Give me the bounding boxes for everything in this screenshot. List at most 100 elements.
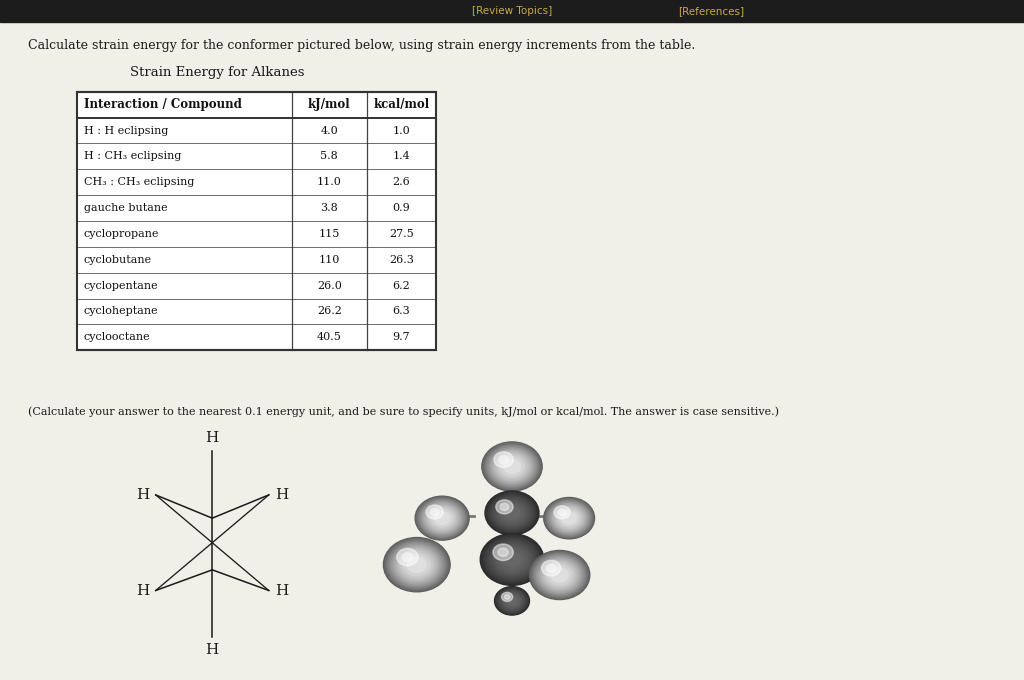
Circle shape [430, 509, 439, 515]
Circle shape [499, 590, 525, 612]
Circle shape [480, 534, 544, 585]
Text: cyclooctane: cyclooctane [84, 333, 151, 342]
Circle shape [540, 559, 580, 591]
Text: kJ/mol: kJ/mol [308, 98, 350, 112]
Text: gauche butane: gauche butane [84, 203, 168, 213]
Circle shape [434, 512, 450, 524]
Circle shape [551, 504, 587, 532]
Circle shape [393, 545, 440, 584]
Circle shape [503, 552, 521, 567]
Circle shape [426, 505, 443, 519]
Circle shape [482, 442, 542, 491]
Circle shape [485, 445, 539, 488]
Text: 11.0: 11.0 [316, 177, 342, 187]
Text: 9.7: 9.7 [392, 333, 411, 342]
Circle shape [486, 492, 538, 534]
Circle shape [388, 541, 445, 588]
Circle shape [383, 537, 451, 592]
Text: H: H [136, 583, 150, 598]
Text: 6.2: 6.2 [392, 281, 411, 290]
Circle shape [546, 499, 592, 537]
Text: cyclopropane: cyclopropane [84, 229, 160, 239]
Circle shape [547, 564, 556, 572]
Circle shape [503, 460, 521, 473]
Text: [Review Topics]: [Review Topics] [472, 6, 552, 16]
Circle shape [504, 507, 520, 520]
Circle shape [539, 558, 581, 592]
Circle shape [497, 454, 527, 479]
Circle shape [545, 498, 594, 538]
Text: H: H [206, 643, 219, 658]
Circle shape [562, 512, 577, 524]
Circle shape [500, 503, 509, 511]
Circle shape [529, 551, 590, 600]
Circle shape [502, 592, 513, 601]
Text: 2.6: 2.6 [392, 177, 411, 187]
Text: [References]: [References] [679, 6, 744, 16]
Circle shape [550, 503, 589, 534]
Text: H : H eclipsing: H : H eclipsing [84, 126, 168, 135]
Circle shape [487, 447, 537, 486]
Circle shape [534, 554, 586, 596]
Circle shape [485, 491, 539, 535]
Text: H: H [275, 488, 289, 502]
Circle shape [503, 594, 521, 608]
Circle shape [558, 509, 566, 515]
Circle shape [554, 506, 570, 519]
Circle shape [418, 498, 467, 538]
Circle shape [505, 595, 519, 607]
Text: kcal/mol: kcal/mol [374, 98, 429, 112]
Circle shape [496, 547, 528, 573]
Circle shape [400, 551, 433, 578]
Circle shape [545, 563, 574, 588]
Circle shape [542, 561, 578, 589]
Text: 40.5: 40.5 [316, 333, 342, 342]
Circle shape [427, 505, 458, 531]
Circle shape [391, 544, 442, 585]
Circle shape [395, 547, 438, 582]
Circle shape [487, 540, 537, 579]
Circle shape [419, 499, 466, 537]
Circle shape [396, 548, 418, 566]
Circle shape [554, 506, 584, 530]
Circle shape [498, 548, 508, 556]
Circle shape [499, 456, 508, 464]
Text: 27.5: 27.5 [389, 229, 414, 239]
Circle shape [495, 499, 529, 527]
Circle shape [431, 509, 454, 527]
Circle shape [429, 507, 456, 529]
Circle shape [502, 593, 522, 609]
Circle shape [500, 591, 524, 611]
Bar [0, 0, 1024, 22]
Circle shape [549, 501, 590, 535]
Text: cyclopentane: cyclopentane [84, 281, 159, 290]
Circle shape [496, 588, 528, 614]
Circle shape [397, 549, 436, 580]
Text: 26.3: 26.3 [389, 255, 414, 265]
Circle shape [493, 451, 531, 482]
Circle shape [537, 556, 583, 594]
Circle shape [489, 447, 535, 486]
Circle shape [483, 536, 541, 583]
Text: 6.3: 6.3 [392, 307, 411, 316]
Circle shape [490, 449, 534, 484]
Circle shape [494, 545, 530, 575]
Text: 3.8: 3.8 [321, 203, 338, 213]
Text: 1.0: 1.0 [392, 126, 411, 135]
Circle shape [535, 555, 585, 595]
Circle shape [497, 500, 527, 526]
Circle shape [422, 501, 463, 535]
Circle shape [487, 493, 537, 533]
Circle shape [495, 452, 529, 481]
Text: cyclobutane: cyclobutane [84, 255, 153, 265]
Text: cycloheptane: cycloheptane [84, 307, 159, 316]
Circle shape [389, 543, 444, 587]
Circle shape [499, 502, 525, 524]
Bar [77, 92, 436, 350]
Circle shape [486, 539, 538, 581]
Circle shape [542, 560, 561, 576]
Text: 115: 115 [318, 229, 340, 239]
Text: 26.0: 26.0 [316, 281, 342, 290]
Circle shape [497, 589, 527, 613]
Circle shape [501, 504, 523, 522]
